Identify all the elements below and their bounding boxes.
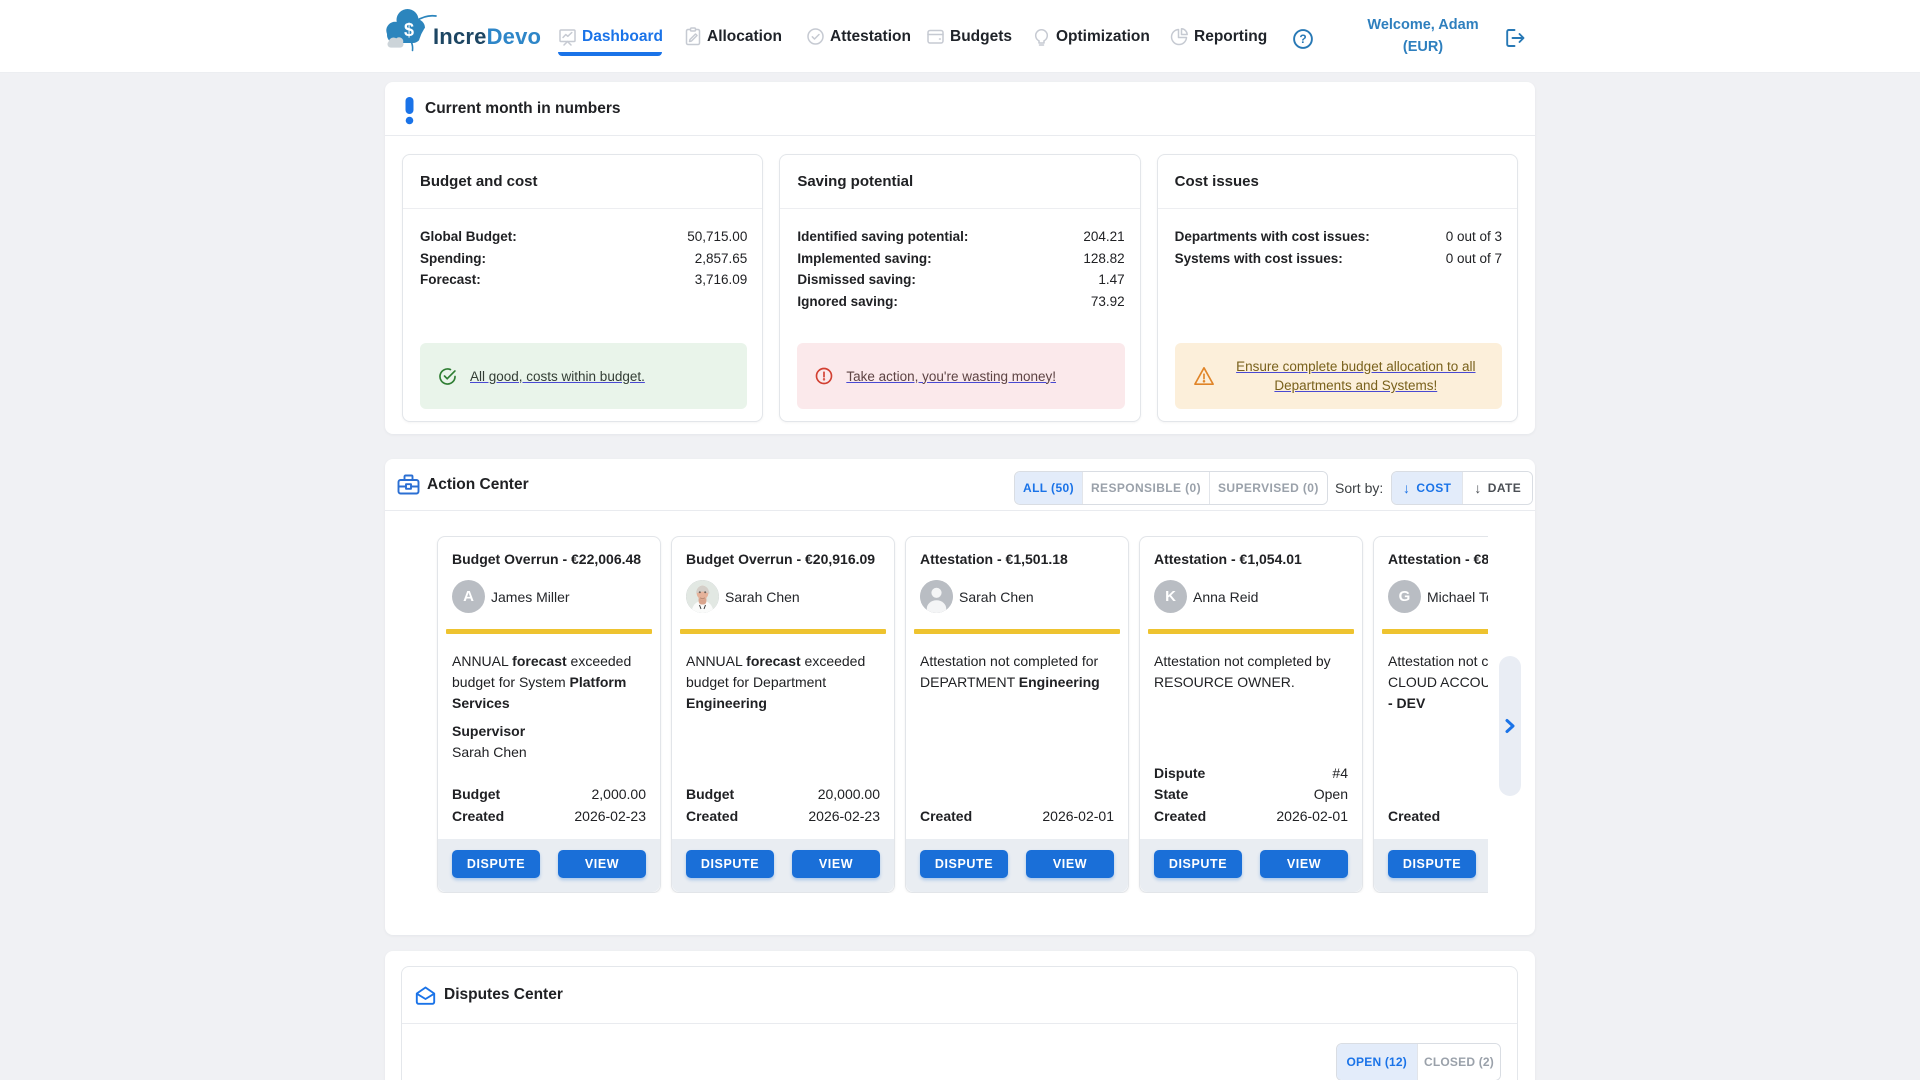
svg-text:$: $ xyxy=(404,20,414,40)
svg-text:?: ? xyxy=(1299,32,1306,46)
